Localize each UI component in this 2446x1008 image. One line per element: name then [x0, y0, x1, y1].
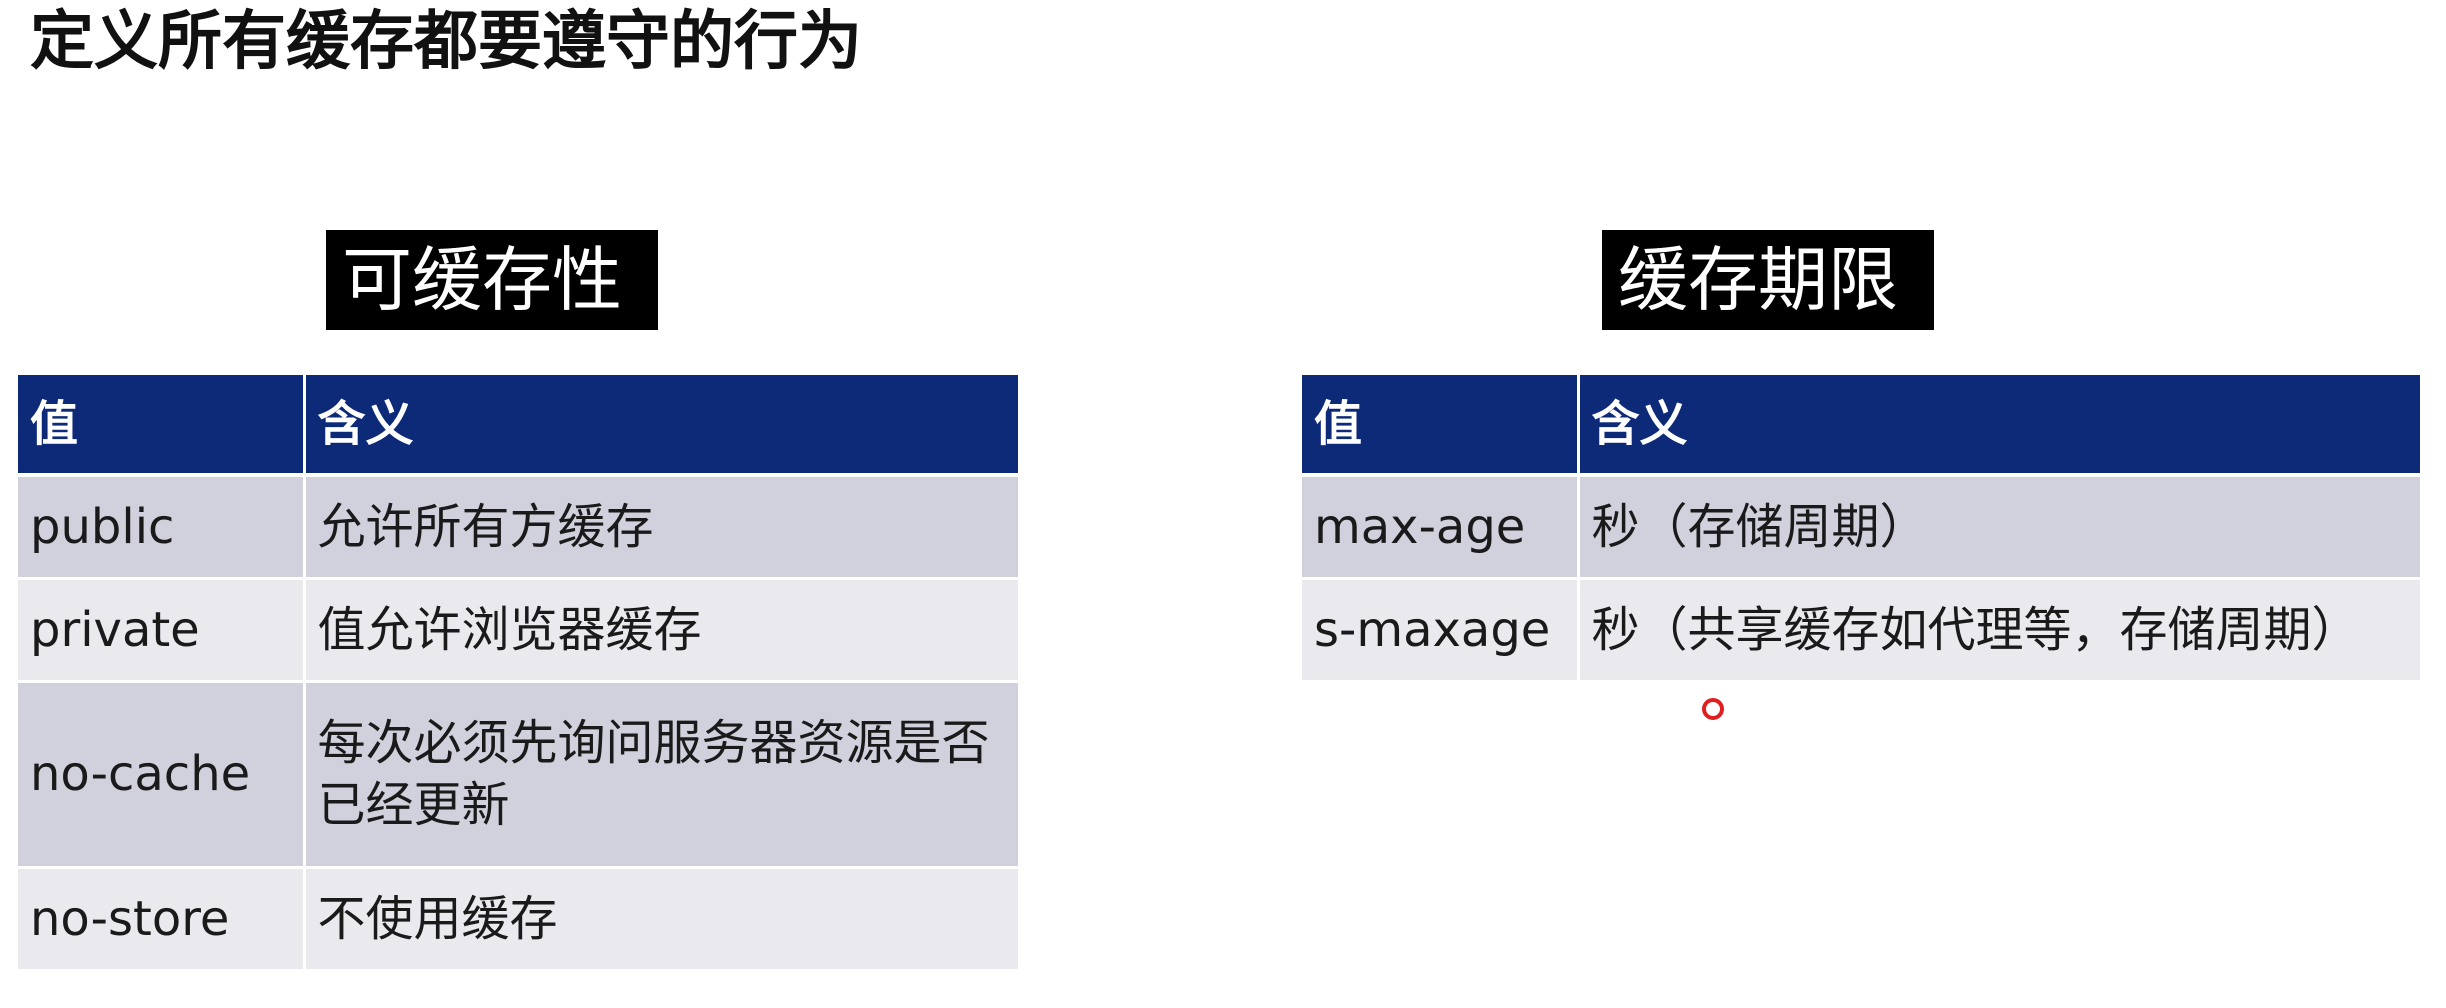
cell-meaning: 不使用缓存 [304, 867, 1018, 972]
cell-meaning: 秒（存储周期） [1578, 475, 2420, 580]
cell-value: private [18, 578, 306, 683]
cell-meaning: 秒（共享缓存如代理等，存储周期） [1578, 578, 2420, 683]
column-header-value: 值 [18, 375, 306, 477]
cacheability-heading: 可缓存性 [326, 230, 658, 330]
cacheability-table: 值 含义 public 允许所有方缓存 private 值允许浏览器缓存 no-… [18, 375, 1018, 972]
table-row: no-store 不使用缓存 [18, 867, 1018, 972]
table-row: public 允许所有方缓存 [18, 475, 1018, 580]
column-header-meaning: 含义 [304, 375, 1018, 477]
table-header-row: 值 含义 [1302, 375, 2420, 477]
cell-meaning: 每次必须先询问服务器资源是否已经更新 [304, 681, 1018, 869]
page-title: 定义所有缓存都要遵守的行为 [30, 5, 862, 79]
cell-value: no-store [18, 867, 306, 972]
cell-value: max-age [1302, 475, 1580, 580]
expiration-heading: 缓存期限 [1602, 230, 1934, 330]
table-row: no-cache 每次必须先询问服务器资源是否已经更新 [18, 681, 1018, 869]
expiration-table: 值 含义 max-age 秒（存储周期） s-maxage 秒（共享缓存如代理等… [1302, 375, 2420, 683]
column-header-meaning: 含义 [1578, 375, 2420, 477]
cell-meaning: 允许所有方缓存 [304, 475, 1018, 580]
cell-value: public [18, 475, 306, 580]
cell-value: s-maxage [1302, 578, 1580, 683]
cursor-pointer-icon [1702, 698, 1724, 720]
table-row: s-maxage 秒（共享缓存如代理等，存储周期） [1302, 578, 2420, 683]
table-row: max-age 秒（存储周期） [1302, 475, 2420, 580]
cell-meaning: 值允许浏览器缓存 [304, 578, 1018, 683]
table-row: private 值允许浏览器缓存 [18, 578, 1018, 683]
cell-value: no-cache [18, 681, 306, 869]
table-header-row: 值 含义 [18, 375, 1018, 477]
column-header-value: 值 [1302, 375, 1580, 477]
